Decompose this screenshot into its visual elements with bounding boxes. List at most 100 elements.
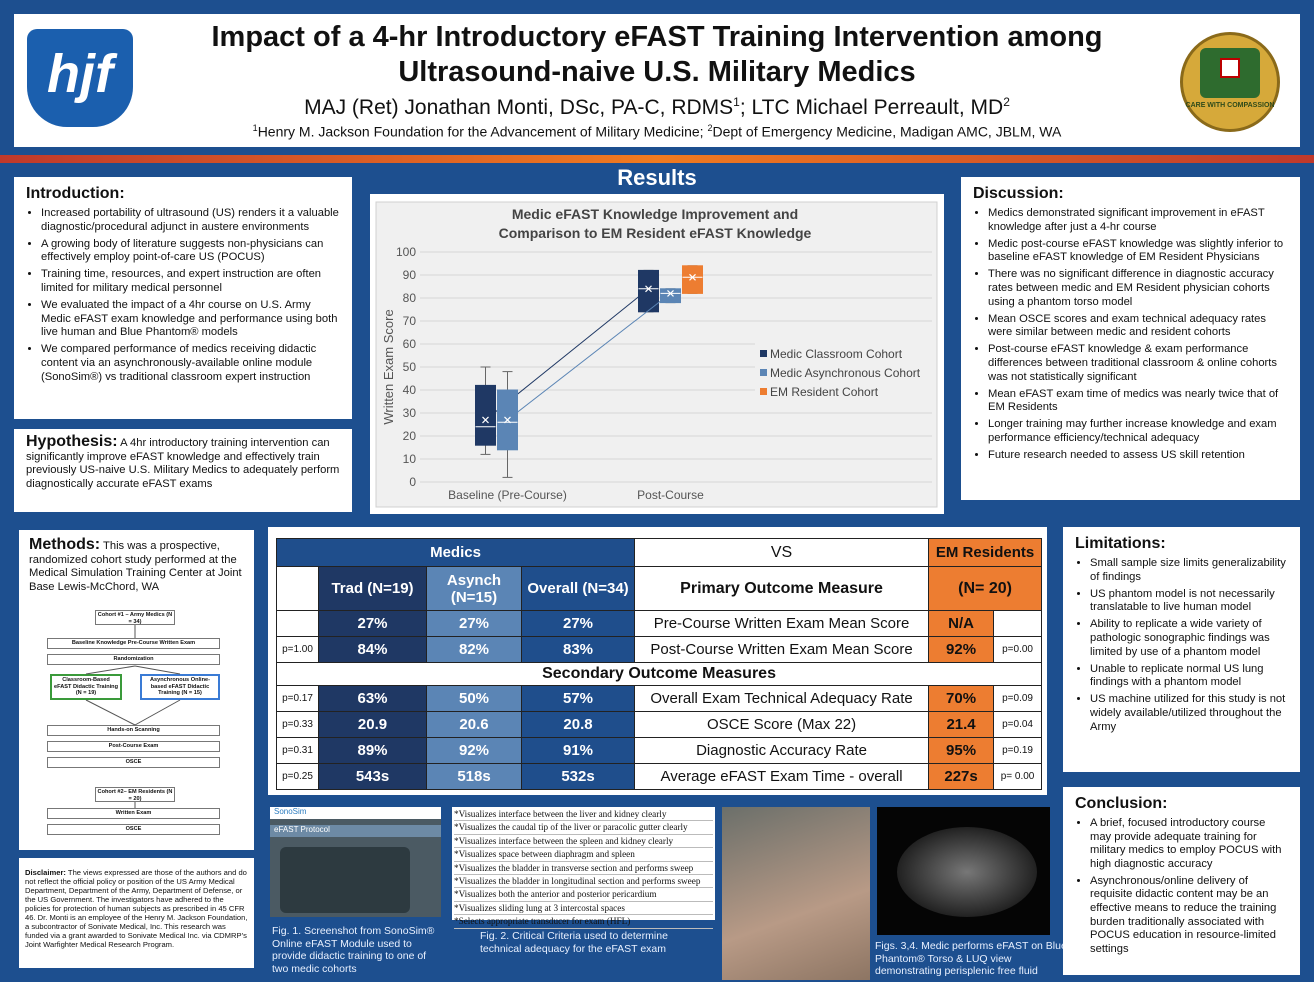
- disclaimer: Disclaimer: The views expressed are thos…: [19, 858, 254, 968]
- row: Secondary Outcome Measures: [275, 662, 1043, 686]
- affiliation: Dept of Emergency Medicine, Madigan AMC,…: [712, 123, 1062, 140]
- title: Impact of a 4-hr Introductory eFAST Trai…: [0, 20, 1314, 90]
- cell: 57%: [520, 685, 636, 712]
- cell: Primary Outcome Measure: [634, 566, 930, 611]
- cell: p= 0.00: [993, 763, 1043, 790]
- legend-swatch: [760, 369, 767, 376]
- mean-marker: [504, 416, 511, 424]
- bullet: Future research needed to assess US skil…: [988, 449, 1288, 463]
- cell: Asynch (N=15): [426, 566, 522, 611]
- cell: p=1.00: [276, 636, 319, 663]
- cell: 50%: [426, 685, 522, 712]
- cell: Secondary Outcome Measures: [275, 662, 1043, 686]
- y-axis-label: Written Exam Score: [381, 309, 396, 424]
- row: p=0.25 543s 518s 532s Average eFAST Exam Tim…: [276, 763, 1043, 790]
- caption-text: Figs. 3,4. Medic performs eFAST on Blue …: [875, 940, 1063, 977]
- flow-node: Hands-on Scanning: [47, 725, 220, 736]
- box: [660, 288, 681, 304]
- mean-marker: [667, 289, 674, 297]
- box: [638, 269, 659, 313]
- cell: 27%: [318, 610, 427, 637]
- bullets: Medics demonstrated significant improvem…: [973, 207, 1288, 463]
- y-tick-label: 30: [403, 406, 417, 420]
- text: The views expressed are those of the aut…: [25, 868, 248, 949]
- y-tick-label: 70: [403, 314, 417, 328]
- cell: 70%: [928, 685, 995, 712]
- heading: Introduction:: [26, 185, 125, 202]
- flow-node: Randomization: [47, 654, 220, 665]
- flow-node: Cohort #2– EM Residents (N = 20): [95, 787, 175, 802]
- criteria-list: *Visualizes interface between the liver …: [452, 807, 715, 929]
- chart-title: Medic eFAST Knowledge Improvement and: [512, 206, 798, 222]
- cell: 532s: [520, 763, 636, 790]
- cell: p=0.31: [276, 737, 319, 764]
- heading: Methods:: [29, 536, 101, 553]
- cell: 84%: [318, 636, 427, 663]
- bullet: US phantom model is not necessarily tran…: [1090, 588, 1288, 615]
- cell: p=0.09: [993, 685, 1043, 712]
- cell: 27%: [520, 610, 636, 637]
- row: p=0.33 20.9 20.6 20.8 OSCE Score (Max 22) 21.…: [276, 711, 1043, 738]
- heading: Disclaimer:: [25, 868, 66, 877]
- cell: 543s: [318, 763, 427, 790]
- cell: 91%: [520, 737, 636, 764]
- introduction: Introduction: Increased portability of u…: [14, 177, 352, 419]
- cell: 92%: [426, 737, 522, 764]
- cell: p=0.04: [993, 711, 1043, 738]
- mean-marker: [689, 273, 696, 281]
- heading: Limitations:: [1075, 535, 1166, 552]
- discussion: Discussion: Medics demonstrated signific…: [961, 177, 1300, 500]
- banner: eFAST Protocol: [270, 825, 441, 837]
- insignia: CARE WITH COMPASSION: [1177, 20, 1283, 138]
- cell: 89%: [318, 737, 427, 764]
- row: p=0.31 89% 92% 91% Diagnostic Accuracy Rate 9…: [276, 737, 1043, 764]
- conclusion: Conclusion: A brief, focused introductor…: [1063, 787, 1300, 975]
- cell: 95%: [928, 737, 995, 764]
- cell: 227s: [928, 763, 995, 790]
- bullet: Mean OSCE scores and exam technical adeq…: [988, 313, 1288, 340]
- bullet: A growing body of literature suggests no…: [41, 238, 340, 265]
- outcome-table: Medics VS EM Residents Trad (N=19) Asynch (…: [275, 538, 1043, 790]
- box: [682, 265, 703, 294]
- sup: 1: [252, 123, 258, 133]
- bullets: A brief, focused introductory course may…: [1075, 817, 1288, 956]
- bullet: Medic post-course eFAST knowledge was sl…: [988, 238, 1288, 265]
- row: p=0.17 63% 50% 57% Overall Exam Technical Ad…: [276, 685, 1043, 712]
- x-tick-label: Post-Course: [637, 488, 704, 502]
- bullet: There was no significant difference in d…: [988, 268, 1288, 309]
- y-tick-label: 60: [403, 337, 417, 351]
- cell: [276, 610, 319, 637]
- mean-marker: [645, 285, 652, 293]
- flow-node: OSCE: [47, 757, 220, 768]
- flow-node: Post-Course Exam: [47, 741, 220, 752]
- cell: [993, 610, 1043, 637]
- cell: 518s: [426, 763, 522, 790]
- legend-label: Medic Asynchronous Cohort: [770, 366, 921, 380]
- flow-node: Cohort #1 – Army Medics (N = 34): [95, 610, 175, 625]
- cell: OSCE Score (Max 22): [634, 711, 930, 738]
- bullet: Post-course eFAST knowledge & exam perfo…: [988, 343, 1288, 384]
- flow-node: Classroom-Based eFAST Didactic Training …: [50, 674, 122, 700]
- criterion: *Visualizes the caudal tip of the liver …: [454, 821, 713, 835]
- cell: 82%: [426, 636, 522, 663]
- legend-label: Medic Classroom Cohort: [770, 347, 903, 361]
- title-line: Ultrasound-naive U.S. Military Medics: [398, 56, 916, 88]
- heading: Hypothesis:: [26, 433, 118, 450]
- bullet: Training time, resources, and expert ins…: [41, 268, 340, 295]
- brand: SonoSim: [270, 807, 441, 819]
- heading: Discussion:: [973, 185, 1064, 202]
- y-tick-label: 90: [403, 268, 417, 282]
- affiliations: 1Henry M. Jackson Foundation for the Adv…: [0, 123, 1314, 140]
- y-tick-label: 40: [403, 383, 417, 397]
- cell: p=0.25: [276, 763, 319, 790]
- bullet: Longer training may further increase kno…: [988, 418, 1288, 445]
- hypothesis: Hypothesis: A 4hr introductory training …: [14, 429, 352, 512]
- legend-label: EM Resident Cohort: [770, 385, 879, 399]
- logo: hjf: [27, 29, 133, 127]
- row: p=1.00 84% 82% 83% Post-Course Written Exam …: [276, 636, 1043, 663]
- cell: VS: [634, 538, 930, 567]
- figure-1: SonoSim eFAST Protocol: [270, 807, 441, 917]
- cell: Diagnostic Accuracy Rate: [634, 737, 930, 764]
- cell: EM Residents: [928, 538, 1043, 567]
